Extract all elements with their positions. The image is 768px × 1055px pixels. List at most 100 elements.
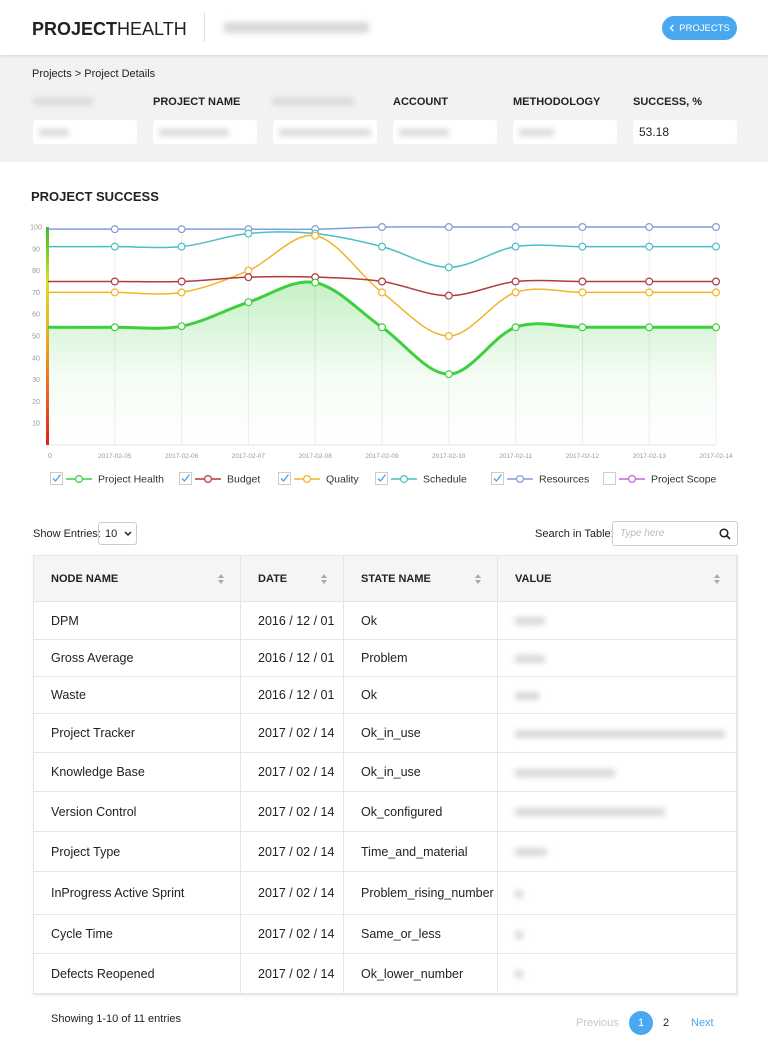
sort-icon — [714, 574, 720, 584]
point — [378, 223, 387, 232]
field-input[interactable] — [393, 120, 497, 144]
page-button[interactable]: 2 — [663, 1017, 670, 1029]
table-cell-value — [498, 714, 737, 753]
blurred-value — [515, 848, 547, 856]
y-tick-label: 40 — [32, 355, 40, 362]
field-input[interactable] — [273, 120, 377, 144]
legend-item[interactable]: Quality — [278, 472, 360, 486]
legend-item[interactable]: Resources — [491, 472, 590, 486]
legend-item[interactable]: Schedule — [375, 472, 467, 486]
details-panel — [0, 55, 768, 162]
table-cell: 2017 / 02 / 14 — [241, 753, 344, 792]
table-cell: Time_and_material — [344, 832, 498, 872]
search-input[interactable]: Type here — [612, 521, 738, 546]
field-input[interactable] — [513, 120, 617, 144]
blurred-value — [515, 808, 665, 816]
column-header[interactable]: STATE NAME — [344, 556, 498, 602]
column-header[interactable]: DATE — [241, 556, 344, 602]
legend-label: Quality — [326, 474, 359, 486]
table-cell-value — [498, 640, 737, 677]
field-input[interactable]: 53.18 — [633, 120, 737, 144]
point — [645, 277, 654, 286]
x-tick-label: 2017-02-07 — [232, 453, 266, 460]
table-cell: InProgress Active Sprint — [34, 872, 241, 915]
legend-item[interactable]: Project Scope — [603, 472, 717, 486]
point — [177, 277, 186, 286]
cell-text: Same_or_less — [361, 927, 441, 941]
logo-light: HEALTH — [117, 19, 187, 39]
cell-text: 2017 / 02 / 14 — [258, 927, 335, 941]
table-cell-value — [498, 832, 737, 872]
table-cell: 2017 / 02 / 14 — [241, 832, 344, 872]
y-tick-label: 100 — [30, 225, 42, 232]
y-tick-label: 50 — [32, 334, 40, 341]
table-cell: Gross Average — [34, 640, 241, 677]
entries-value: 10 — [105, 527, 118, 540]
table-cell: Project Type — [34, 832, 241, 872]
sort-icon — [321, 574, 327, 584]
point — [511, 288, 520, 297]
cell-text: Ok — [361, 613, 377, 628]
field-value: 53.18 — [639, 125, 670, 139]
legend-item[interactable]: Budget — [179, 472, 261, 486]
table-cell: Knowledge Base — [34, 753, 241, 792]
check-mark — [377, 474, 387, 483]
table-cell: Ok_configured — [344, 792, 498, 832]
point — [511, 242, 520, 251]
chevron-icon — [669, 24, 675, 32]
legend-marker — [516, 474, 525, 484]
entries-select[interactable]: 10 — [98, 522, 137, 545]
field-input[interactable] — [33, 120, 137, 144]
cell-text: 2017 / 02 / 14 — [258, 886, 335, 900]
table-cell: 2017 / 02 / 14 — [241, 792, 344, 832]
area — [48, 281, 716, 445]
blurred-value — [399, 129, 449, 136]
point — [711, 223, 720, 232]
point — [444, 223, 453, 232]
y-tick-label: 30 — [32, 377, 40, 384]
field-label: PROJECT NAME — [153, 96, 241, 108]
table-cell: Ok_in_use — [344, 753, 498, 792]
search-placeholder: Type here — [620, 528, 665, 539]
chart: 0 10 20 30 40 50 60 70 80 90 100 2017-02-05 2017-02-… — [30, 223, 733, 486]
prev-button[interactable]: Previous — [576, 1017, 619, 1029]
cell-text: Ok_configured — [361, 804, 443, 819]
point — [110, 225, 119, 234]
cell-text: Cycle Time — [51, 927, 113, 941]
table-cell: Version Control — [34, 792, 241, 832]
field-label-blurred — [33, 98, 93, 105]
legend-marker — [628, 474, 637, 484]
point — [311, 278, 320, 287]
table-cell: 2016 / 12 / 01 — [241, 677, 344, 714]
point — [645, 323, 654, 332]
column-header[interactable]: NODE NAME — [34, 556, 241, 602]
point — [444, 263, 453, 272]
cell-text: 2016 / 12 / 01 — [258, 651, 335, 665]
point — [110, 323, 119, 332]
cell-text: 2016 / 12 / 01 — [258, 613, 335, 628]
sort-icon — [475, 574, 481, 584]
cell-text: 2017 / 02 / 14 — [258, 726, 335, 740]
x-tick-label: 2017-02-12 — [566, 453, 600, 460]
point — [177, 322, 186, 331]
point — [578, 277, 587, 286]
point — [311, 231, 320, 240]
point — [645, 242, 654, 251]
column-header[interactable]: VALUE — [498, 556, 737, 602]
cell-text: Project Type — [51, 844, 121, 859]
table-cell: Waste — [34, 677, 241, 714]
cell-text: Ok_in_use — [361, 765, 421, 779]
logo: PROJECTHEALTH — [32, 19, 187, 40]
field-input[interactable] — [153, 120, 257, 144]
table-cell: Cycle Time — [34, 915, 241, 954]
table-cell-value — [498, 677, 737, 714]
table-cell: Defects Reopened — [34, 954, 241, 994]
next-button[interactable]: Next — [691, 1017, 714, 1029]
page-button-active[interactable]: 1 — [629, 1011, 653, 1035]
y-tick-label: 10 — [32, 421, 40, 428]
projects-button[interactable]: PROJECTS — [662, 16, 737, 40]
legend-item[interactable]: Project Health — [50, 472, 165, 486]
point — [444, 370, 453, 379]
cell-text: DPM — [51, 613, 79, 628]
dropdown-icon — [124, 530, 132, 536]
